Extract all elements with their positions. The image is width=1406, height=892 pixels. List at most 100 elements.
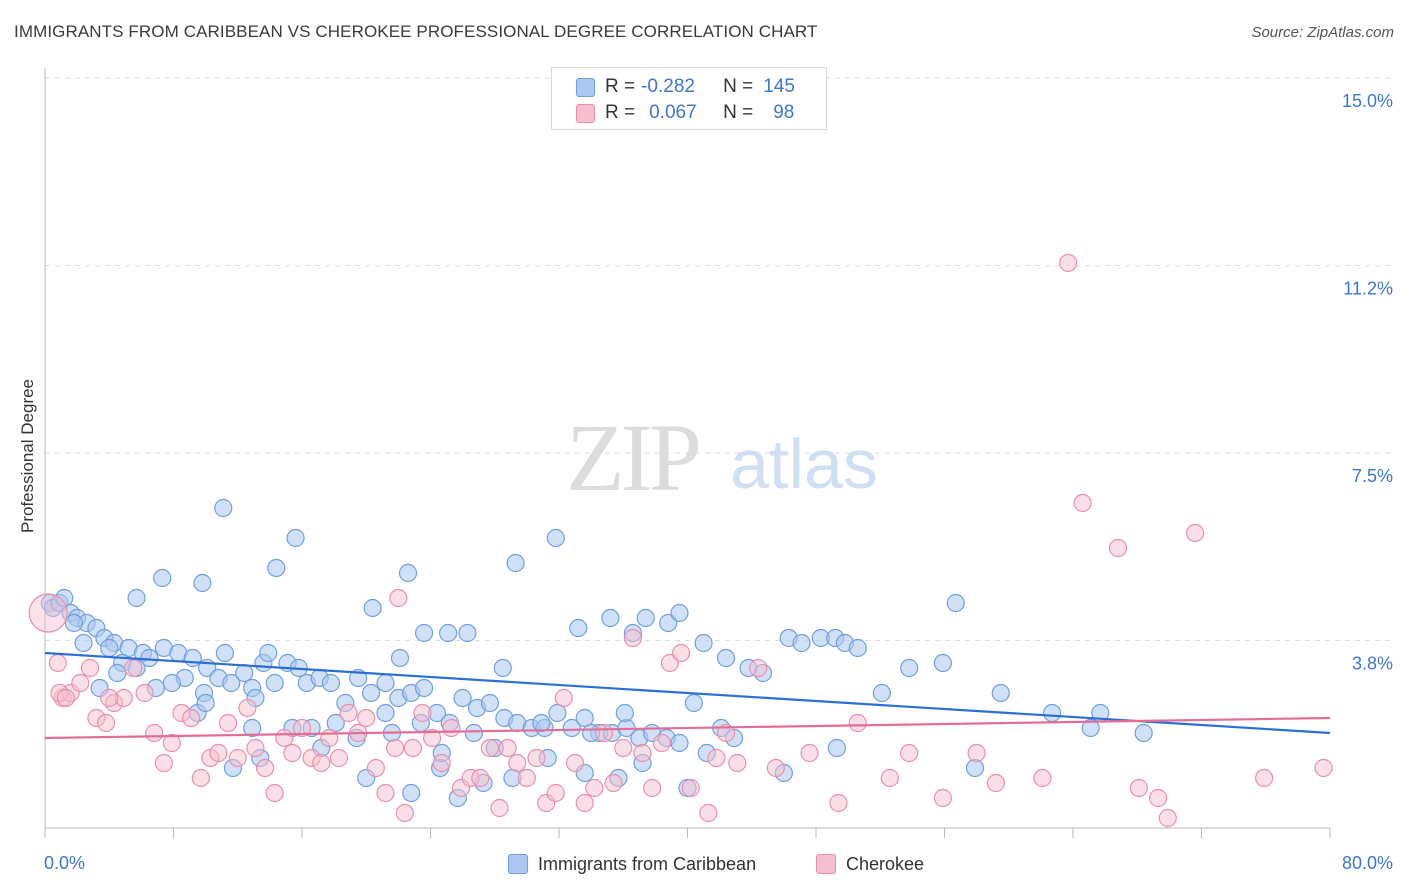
gridlines	[45, 77, 1395, 641]
caribbean-point	[127, 588, 146, 608]
caribbean-point	[140, 648, 159, 668]
cherokee-point	[124, 658, 143, 678]
caribbean-point	[108, 663, 127, 683]
cherokee-point	[275, 728, 294, 748]
cherokee-point	[848, 713, 867, 733]
legend-n-label: N =	[723, 76, 754, 97]
cherokee-point	[255, 758, 275, 778]
cherokee-point	[376, 783, 395, 803]
cherokee-point	[623, 628, 642, 648]
cherokee-point	[900, 743, 919, 763]
cherokee-point	[1255, 768, 1274, 788]
caribbean-point	[1043, 703, 1062, 723]
cherokee-point	[246, 738, 265, 758]
cherokee-point	[594, 723, 614, 743]
caribbean-point	[684, 693, 704, 713]
cherokee-point	[681, 778, 700, 798]
caribbean-point	[402, 783, 421, 803]
cherokee-point	[162, 733, 181, 753]
caribbean-point	[64, 613, 84, 633]
legend-swatch-pink	[576, 103, 595, 123]
cherokee-point	[1149, 788, 1168, 808]
y-tick-labels: 3.8% 7.5% 11.2% 15.0%	[1342, 91, 1393, 674]
cherokee-point	[671, 643, 691, 663]
cherokee-point	[508, 753, 527, 773]
cherokee-point	[1059, 253, 1078, 273]
cherokee-point	[585, 778, 604, 798]
cherokee-point	[554, 688, 573, 708]
caribbean-point	[965, 758, 985, 778]
caribbean-point	[321, 673, 341, 693]
cherokee-point	[100, 688, 119, 708]
caribbean-point	[562, 718, 581, 738]
caribbean-point	[286, 528, 305, 548]
cherokee-point	[652, 733, 671, 753]
caribbean-point	[390, 648, 410, 668]
caribbean-point	[670, 603, 689, 623]
caribbean-trend-line	[44, 651, 1331, 735]
caribbean-point	[414, 678, 434, 698]
cherokee-point	[283, 743, 302, 763]
caribbean-point	[532, 713, 551, 733]
cherokee-point	[1314, 758, 1333, 778]
cherokee-point	[238, 698, 257, 718]
caribbean-point	[196, 693, 215, 713]
caribbean-point	[153, 568, 172, 588]
cherokee-point	[643, 778, 662, 798]
cherokee-point	[219, 713, 238, 733]
caribbean-point	[235, 663, 254, 683]
bottom-legend-caribbean: Immigrants from Caribbean	[508, 852, 756, 876]
caribbean-point	[900, 658, 919, 678]
caribbean-point	[414, 623, 434, 643]
legend-r-value: -0.282	[641, 76, 695, 97]
caribbean-point	[548, 703, 567, 723]
caribbean-point	[458, 623, 477, 643]
caribbean-point	[326, 713, 345, 733]
cherokee-trend-line	[44, 716, 1331, 740]
cherokee-point	[403, 738, 422, 758]
legend-swatch-blue	[576, 77, 595, 97]
cherokee-point	[386, 738, 405, 758]
cherokee-point	[716, 723, 736, 743]
caribbean-point	[670, 733, 689, 753]
cherokee-point	[71, 673, 90, 693]
cherokee-point	[614, 738, 633, 758]
cherokee-point	[191, 768, 210, 788]
caribbean-point	[453, 688, 472, 708]
y-tick-label: 3.8%	[1352, 654, 1393, 674]
caribbean-point	[361, 683, 381, 703]
legend-n-value: 145	[763, 76, 795, 97]
cherokee-point	[604, 773, 623, 793]
legend-n-label: N =	[723, 102, 754, 123]
caribbean-point	[1134, 723, 1153, 743]
bottom-legend-label: Immigrants from Caribbean	[538, 853, 757, 874]
cherokee-point	[633, 743, 652, 763]
cherokee-point	[395, 803, 414, 823]
cherokee-point	[80, 658, 100, 678]
cherokee-point	[728, 753, 747, 773]
cherokee-point	[490, 798, 509, 818]
bottom-legend-swatch-pink	[816, 854, 836, 874]
cherokee-point	[498, 738, 517, 758]
cherokee-point	[154, 753, 173, 773]
cherokee-point	[442, 718, 461, 738]
cherokee-point	[312, 753, 331, 773]
cherokee-point	[228, 748, 247, 768]
x-ticks	[44, 828, 1331, 838]
caribbean-point	[214, 498, 233, 518]
cherokee-point	[320, 728, 339, 748]
cherokee-point	[182, 708, 201, 728]
cherokee-point	[28, 593, 68, 633]
cherokee-point	[145, 723, 164, 743]
caribbean-point	[183, 648, 202, 668]
legend-n-value: 98	[773, 102, 795, 123]
cherokee-point	[829, 793, 848, 813]
caribbean-point	[215, 643, 234, 663]
cherokee-point	[880, 768, 899, 788]
cherokee-point	[766, 758, 785, 778]
cherokee-point	[292, 718, 312, 738]
cherokee-point	[56, 688, 75, 708]
cherokee-point	[96, 713, 116, 733]
cherokee-point	[265, 783, 284, 803]
cherokee-point	[800, 743, 819, 763]
